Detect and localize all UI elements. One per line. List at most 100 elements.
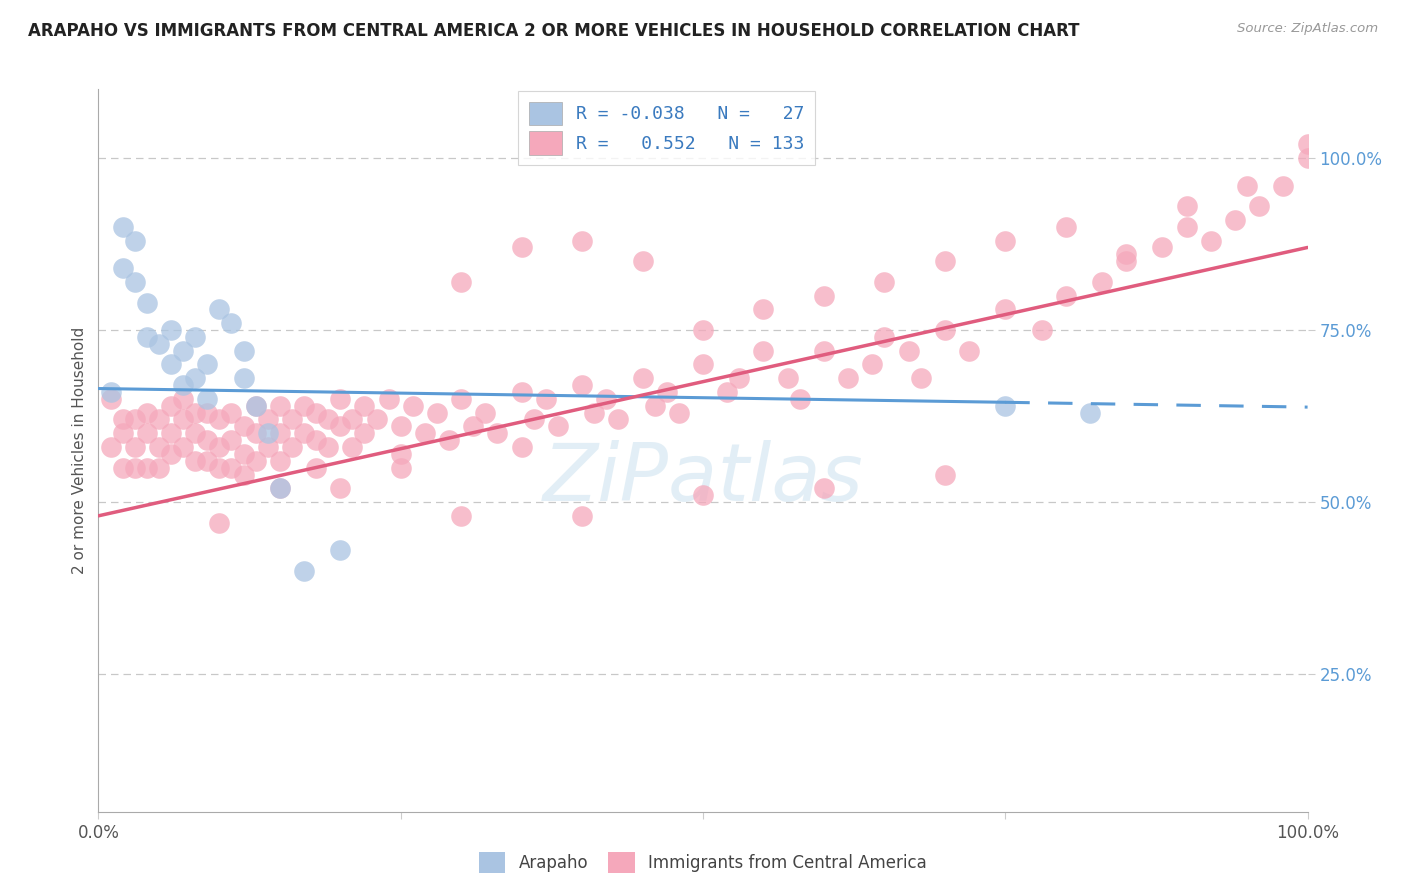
Point — [1175, 219, 1198, 234]
Point — [655, 384, 678, 399]
Point — [873, 275, 896, 289]
Point — [607, 412, 630, 426]
Point — [934, 467, 956, 482]
Point — [245, 399, 267, 413]
Point — [184, 426, 207, 441]
Point — [389, 460, 412, 475]
Point — [873, 330, 896, 344]
Point — [172, 378, 194, 392]
Point — [994, 399, 1017, 413]
Point — [256, 426, 278, 441]
Point — [366, 412, 388, 426]
Point — [583, 406, 606, 420]
Point — [389, 419, 412, 434]
Legend: R = -0.038   N =   27, R =   0.552   N = 133: R = -0.038 N = 27, R = 0.552 N = 133 — [519, 91, 815, 165]
Point — [547, 419, 569, 434]
Point — [305, 460, 328, 475]
Point — [160, 447, 183, 461]
Point — [1272, 178, 1295, 193]
Point — [208, 440, 231, 454]
Point — [510, 384, 533, 399]
Point — [450, 275, 472, 289]
Point — [232, 371, 254, 385]
Point — [195, 406, 218, 420]
Point — [148, 440, 170, 454]
Point — [957, 343, 980, 358]
Point — [1054, 219, 1077, 234]
Point — [534, 392, 557, 406]
Point — [1236, 178, 1258, 193]
Point — [269, 426, 291, 441]
Point — [413, 426, 436, 441]
Point — [269, 399, 291, 413]
Point — [1115, 254, 1137, 268]
Point — [1115, 247, 1137, 261]
Point — [148, 412, 170, 426]
Point — [111, 219, 134, 234]
Point — [245, 454, 267, 468]
Point — [135, 426, 157, 441]
Point — [474, 406, 496, 420]
Point — [172, 440, 194, 454]
Point — [221, 460, 243, 475]
Point — [172, 343, 194, 358]
Point — [232, 467, 254, 482]
Point — [184, 330, 207, 344]
Point — [281, 412, 304, 426]
Point — [571, 508, 593, 523]
Point — [124, 275, 146, 289]
Text: ZiPatlas: ZiPatlas — [543, 441, 863, 518]
Point — [813, 481, 835, 495]
Point — [934, 323, 956, 337]
Point — [342, 412, 364, 426]
Point — [221, 406, 243, 420]
Point — [269, 454, 291, 468]
Point — [776, 371, 799, 385]
Point — [160, 399, 183, 413]
Point — [195, 392, 218, 406]
Point — [426, 406, 449, 420]
Point — [1054, 288, 1077, 302]
Point — [510, 440, 533, 454]
Point — [208, 460, 231, 475]
Point — [172, 392, 194, 406]
Point — [910, 371, 932, 385]
Point — [160, 426, 183, 441]
Point — [124, 440, 146, 454]
Point — [124, 460, 146, 475]
Point — [316, 412, 339, 426]
Point — [631, 371, 654, 385]
Point — [377, 392, 399, 406]
Text: Source: ZipAtlas.com: Source: ZipAtlas.com — [1237, 22, 1378, 36]
Text: ARAPAHO VS IMMIGRANTS FROM CENTRAL AMERICA 2 OR MORE VEHICLES IN HOUSEHOLD CORRE: ARAPAHO VS IMMIGRANTS FROM CENTRAL AMERI… — [28, 22, 1080, 40]
Point — [208, 302, 231, 317]
Point — [728, 371, 751, 385]
Point — [292, 426, 315, 441]
Point — [221, 433, 243, 447]
Point — [860, 358, 883, 372]
Point — [245, 399, 267, 413]
Point — [292, 399, 315, 413]
Point — [100, 440, 122, 454]
Legend: Arapaho, Immigrants from Central America: Arapaho, Immigrants from Central America — [472, 846, 934, 880]
Point — [1078, 406, 1101, 420]
Point — [232, 447, 254, 461]
Point — [644, 399, 666, 413]
Point — [329, 392, 352, 406]
Point — [752, 302, 775, 317]
Point — [1223, 213, 1246, 227]
Point — [111, 426, 134, 441]
Point — [208, 516, 231, 530]
Point — [486, 426, 509, 441]
Point — [897, 343, 920, 358]
Point — [184, 406, 207, 420]
Point — [402, 399, 425, 413]
Point — [1296, 137, 1319, 152]
Point — [437, 433, 460, 447]
Point — [353, 399, 375, 413]
Point — [292, 564, 315, 578]
Point — [353, 426, 375, 441]
Point — [692, 488, 714, 502]
Point — [172, 412, 194, 426]
Point — [389, 447, 412, 461]
